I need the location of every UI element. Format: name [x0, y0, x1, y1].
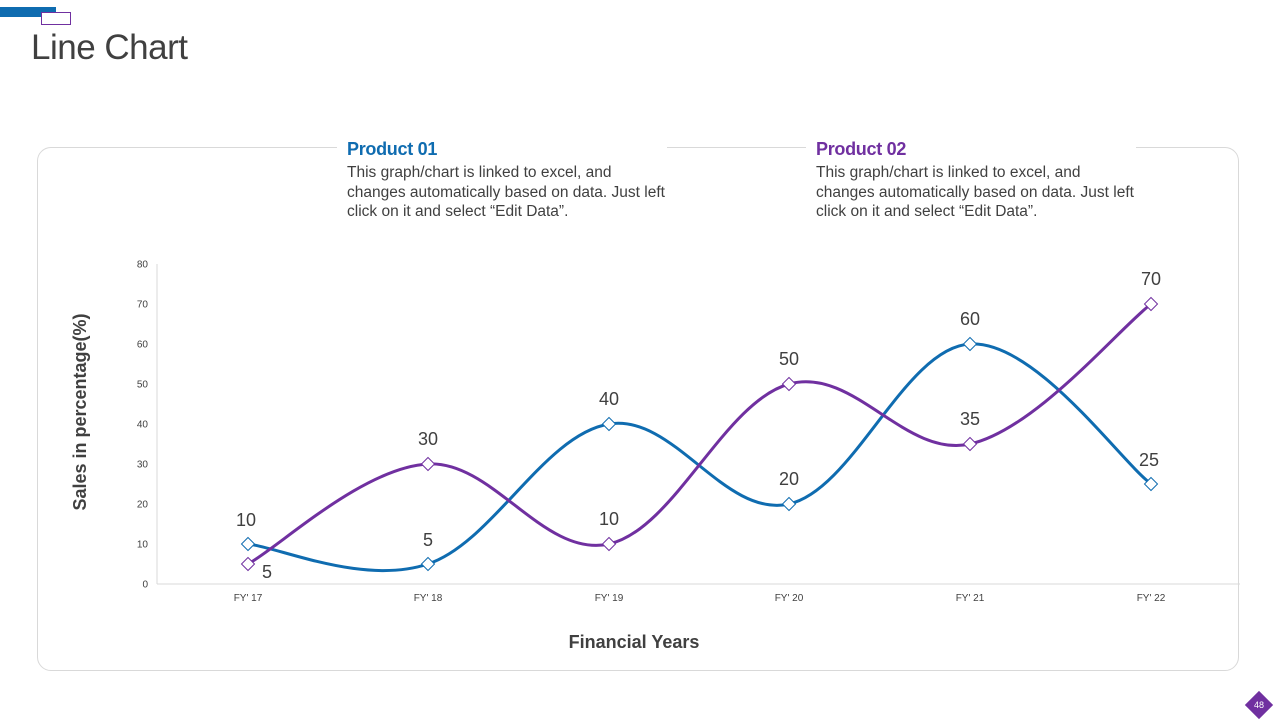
data-label: 10: [236, 510, 256, 530]
x-tick-label: FY' 17: [234, 593, 263, 604]
y-tick-label: 60: [137, 340, 149, 351]
y-tick-label: 10: [137, 540, 149, 551]
data-point-marker: [601, 416, 617, 432]
data-label: 20: [779, 469, 799, 489]
y-tick-label: 0: [142, 580, 148, 591]
data-label: 35: [960, 409, 980, 429]
legend-title-product-02: Product 02: [816, 139, 907, 159]
data-point-marker: [420, 556, 436, 572]
legend-title-product-01: Product 01: [347, 139, 438, 159]
data-point-marker: [420, 456, 436, 472]
series-line-1: [247, 342, 1152, 573]
data-point-marker: [1143, 476, 1159, 492]
y-tick-label: 20: [137, 500, 149, 511]
data-label: 5: [262, 562, 272, 582]
y-tick-label: 70: [137, 300, 149, 311]
data-label: 25: [1139, 450, 1159, 470]
chart-lines: [247, 302, 1152, 573]
data-point-marker: [962, 436, 978, 452]
y-tick-label: 30: [137, 460, 149, 471]
accent-box: [41, 12, 71, 25]
data-label: 30: [418, 429, 438, 449]
legend-description-product-01: This graph/chart is linked to excel, and…: [347, 164, 665, 220]
data-point-marker: [781, 496, 797, 512]
series-line-2: [247, 302, 1152, 566]
data-point-marker: [601, 536, 617, 552]
data-point-marker: [781, 376, 797, 392]
y-tick-label: 80: [137, 260, 149, 271]
y-tick-label: 40: [137, 420, 149, 431]
data-label: 10: [599, 509, 619, 529]
legend-description-product-02: This graph/chart is linked to excel, and…: [816, 164, 1134, 220]
chart-labels: 10 5 40 20 60 25 5 30 10 50 35 70: [236, 269, 1161, 582]
data-label: 50: [779, 349, 799, 369]
x-axis-title: Financial Years: [569, 632, 700, 652]
chart-axes: 0 10 20 30 40 50 60 70 80 FY' 17 FY' 18 FY' 19 FY' 2…: [70, 260, 1240, 652]
data-label: 60: [960, 309, 980, 329]
legend-product-02: Product 02 This graph/chart is linked to…: [806, 139, 1136, 222]
x-tick-label: FY' 18: [414, 593, 443, 604]
x-tick-label: FY' 22: [1137, 593, 1166, 604]
data-point-marker: [240, 556, 256, 572]
y-tick-label: 50: [137, 380, 149, 391]
data-label: 40: [599, 389, 619, 409]
x-tick-label: FY' 20: [775, 593, 804, 604]
page-number: 48: [1253, 700, 1264, 710]
y-axis-title: Sales in percentage(%): [70, 313, 90, 510]
x-tick-label: FY' 21: [956, 593, 985, 604]
page-title: Line Chart: [31, 28, 188, 67]
chart-markers: [240, 296, 1159, 572]
data-point-marker: [1143, 296, 1159, 312]
data-point-marker: [962, 336, 978, 352]
x-tick-label: FY' 19: [595, 593, 624, 604]
legend-product-01: Product 01 This graph/chart is linked to…: [337, 139, 667, 222]
accent-bar: [0, 7, 56, 17]
data-point-marker: [240, 536, 256, 552]
data-label: 70: [1141, 269, 1161, 289]
data-label: 5: [423, 530, 433, 550]
